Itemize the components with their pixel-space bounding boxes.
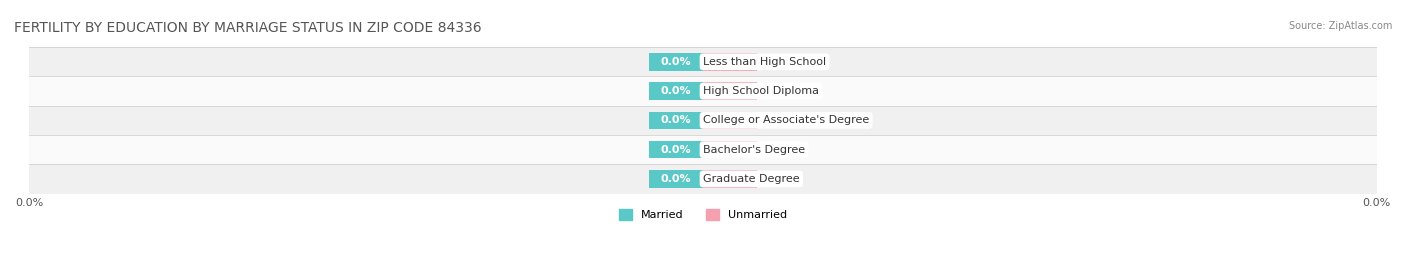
Bar xyxy=(30,106,1376,135)
Text: 0.0%: 0.0% xyxy=(661,174,692,184)
Bar xyxy=(650,53,703,70)
Bar xyxy=(703,170,756,188)
Text: 0.0%: 0.0% xyxy=(714,86,745,96)
Bar xyxy=(30,135,1376,164)
Text: Less than High School: Less than High School xyxy=(703,57,827,67)
Text: Graduate Degree: Graduate Degree xyxy=(703,174,800,184)
Bar xyxy=(703,53,756,70)
Bar xyxy=(703,141,756,158)
Text: College or Associate's Degree: College or Associate's Degree xyxy=(703,115,869,125)
Text: 0.0%: 0.0% xyxy=(714,115,745,125)
Text: Source: ZipAtlas.com: Source: ZipAtlas.com xyxy=(1288,21,1392,31)
Text: 0.0%: 0.0% xyxy=(661,115,692,125)
Bar xyxy=(30,164,1376,193)
Legend: Married, Unmarried: Married, Unmarried xyxy=(614,204,792,225)
Bar xyxy=(650,82,703,100)
Text: 0.0%: 0.0% xyxy=(661,57,692,67)
Text: 0.0%: 0.0% xyxy=(661,86,692,96)
Text: High School Diploma: High School Diploma xyxy=(703,86,820,96)
Text: 0.0%: 0.0% xyxy=(661,145,692,155)
Text: Bachelor's Degree: Bachelor's Degree xyxy=(703,145,806,155)
Bar xyxy=(650,111,703,129)
Bar xyxy=(30,47,1376,76)
Bar xyxy=(703,111,756,129)
Text: 0.0%: 0.0% xyxy=(714,174,745,184)
Text: 0.0%: 0.0% xyxy=(714,145,745,155)
Bar xyxy=(650,170,703,188)
Bar xyxy=(650,141,703,158)
Bar xyxy=(703,82,756,100)
Text: 0.0%: 0.0% xyxy=(714,57,745,67)
Bar xyxy=(30,76,1376,106)
Text: FERTILITY BY EDUCATION BY MARRIAGE STATUS IN ZIP CODE 84336: FERTILITY BY EDUCATION BY MARRIAGE STATU… xyxy=(14,21,482,35)
